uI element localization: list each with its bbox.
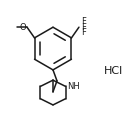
Text: NH: NH [67, 82, 80, 91]
Text: HCl: HCl [104, 66, 123, 76]
Text: O: O [19, 23, 26, 32]
Text: F: F [81, 23, 86, 32]
Text: F: F [81, 28, 86, 37]
Text: F: F [81, 17, 86, 26]
